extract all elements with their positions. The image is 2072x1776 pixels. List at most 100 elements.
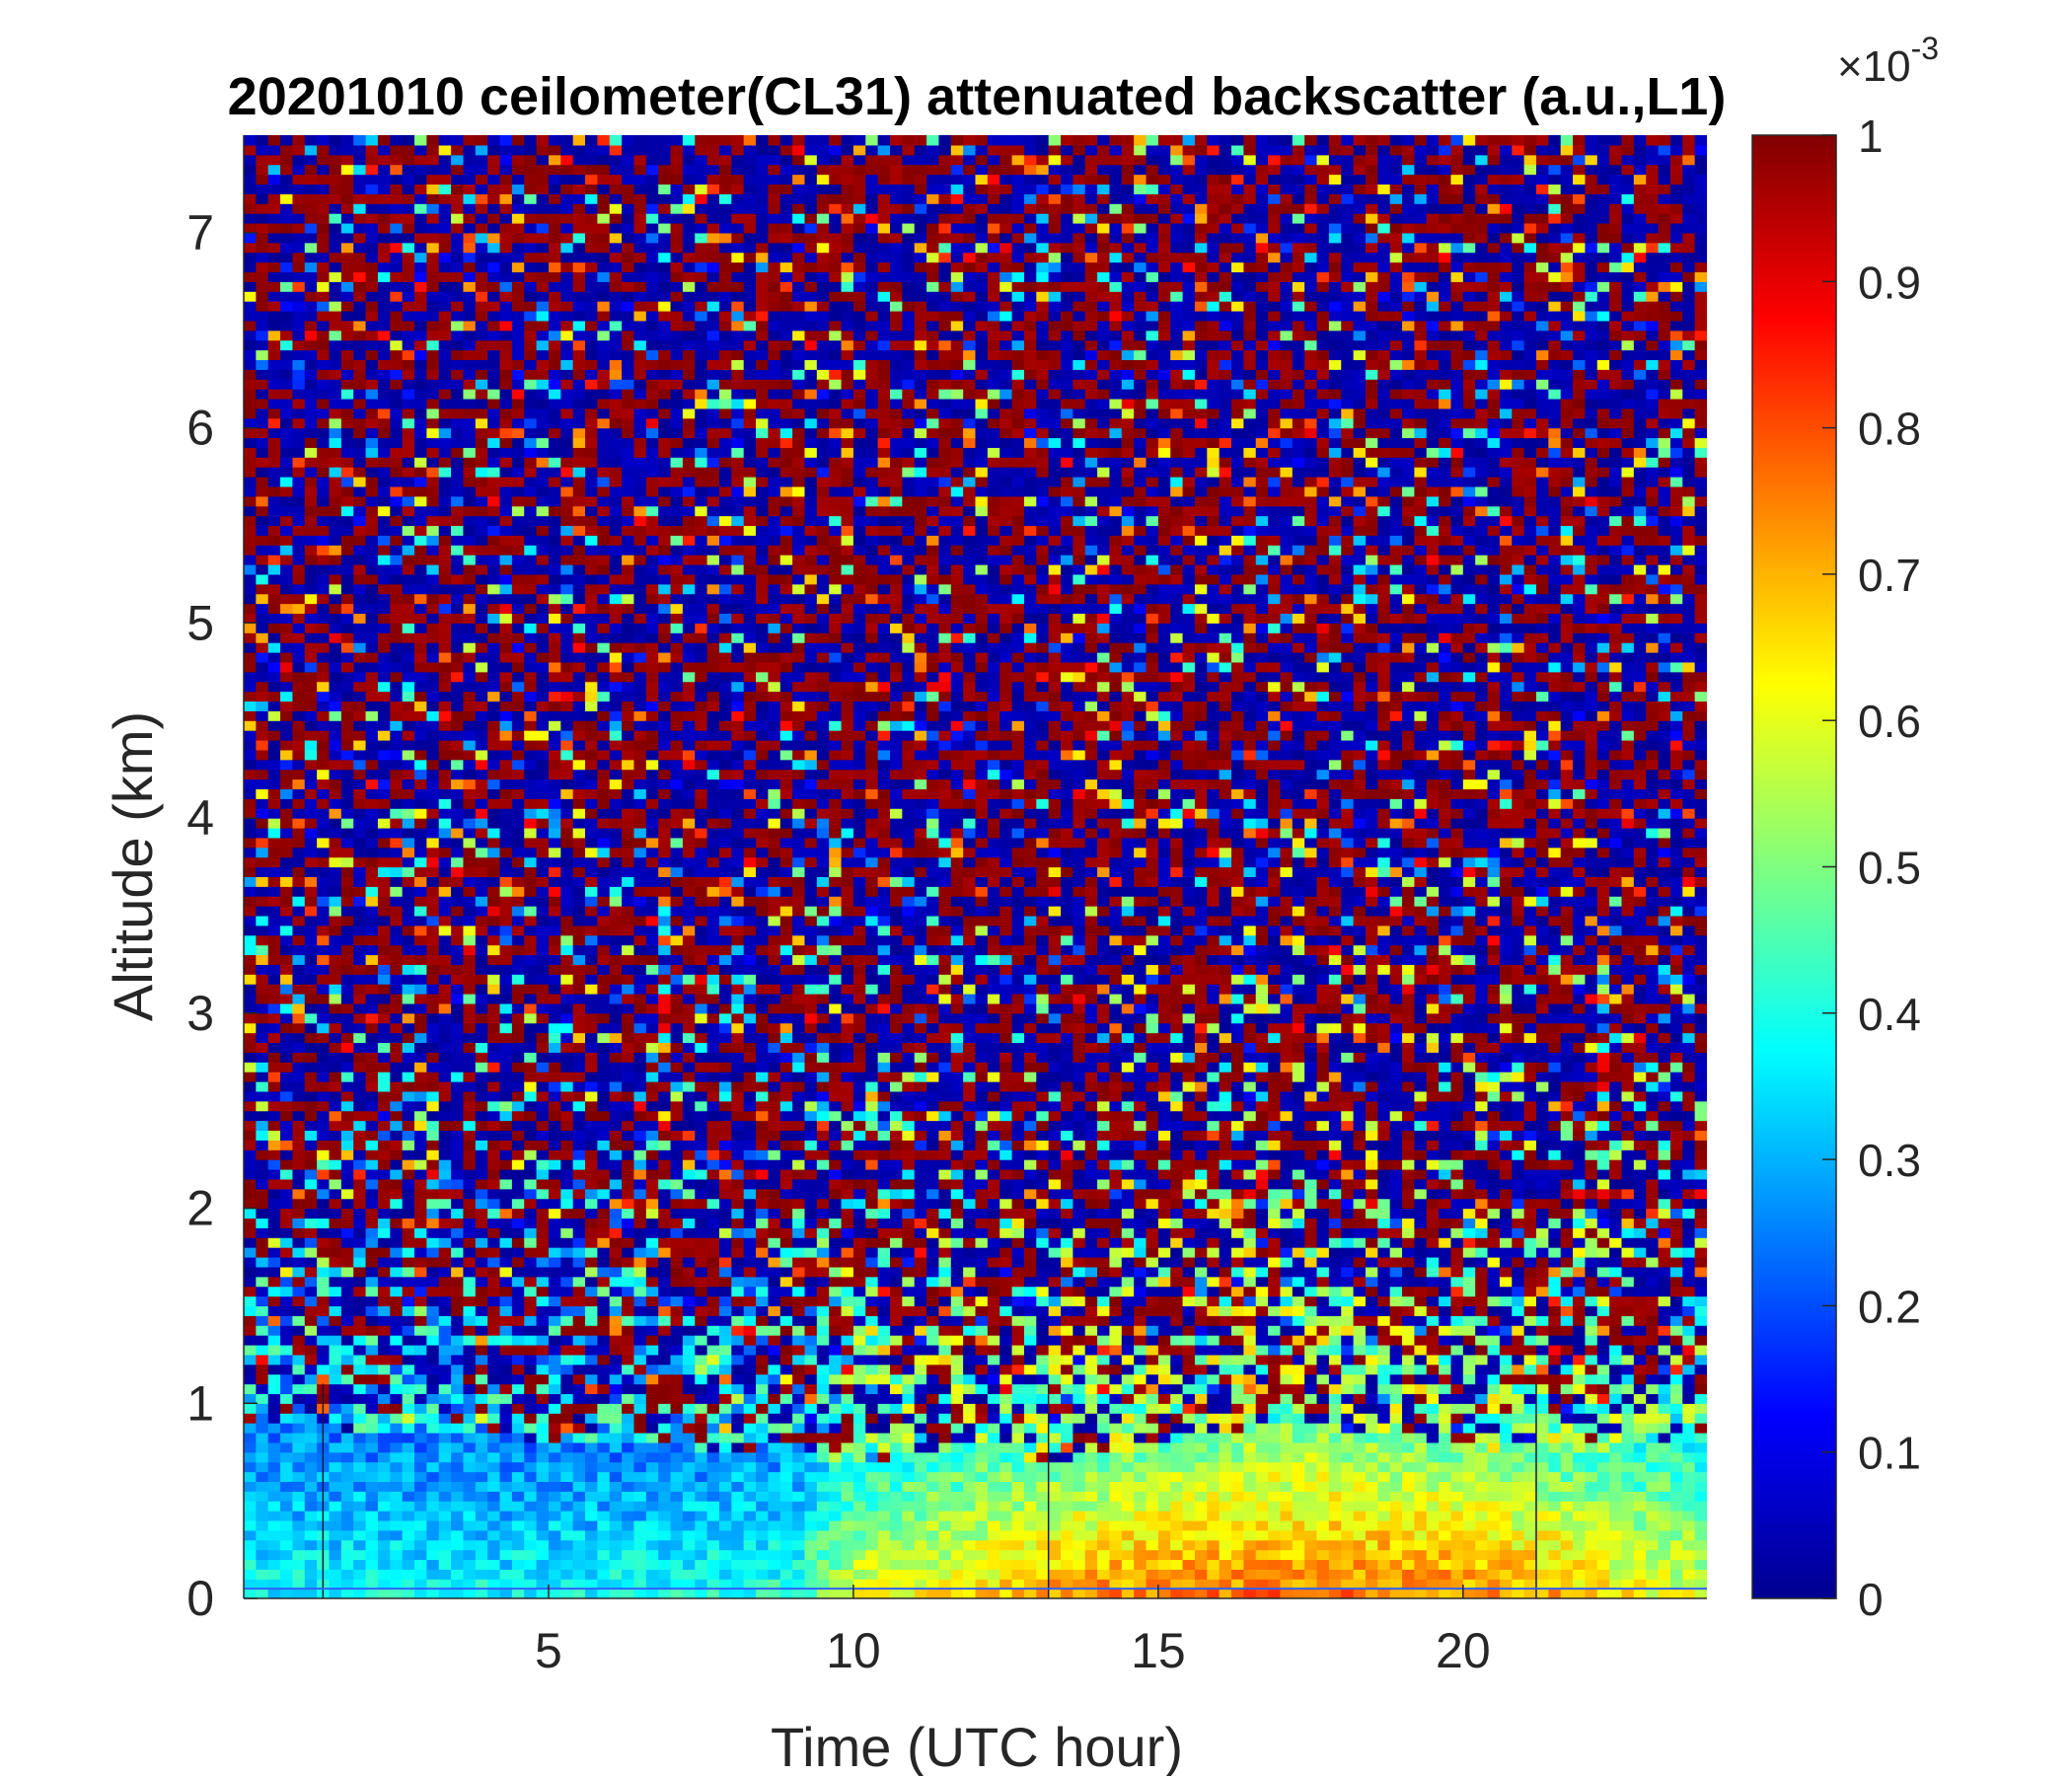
heatmap-cell	[402, 984, 415, 995]
heatmap-cell	[317, 222, 331, 234]
heatmap-cell	[256, 1237, 269, 1248]
heatmap-cell	[572, 964, 586, 975]
heatmap-cell	[633, 749, 647, 761]
heatmap-cell	[256, 437, 269, 448]
heatmap-cell	[511, 213, 525, 224]
heatmap-cell	[304, 866, 318, 877]
heatmap-cell	[511, 1256, 525, 1268]
heatmap-cell	[390, 1451, 404, 1463]
heatmap-cell	[609, 730, 623, 741]
heatmap-cell	[463, 1090, 477, 1102]
heatmap-cell	[426, 389, 440, 400]
heatmap-cell	[475, 1354, 488, 1366]
heatmap-cell	[244, 661, 257, 673]
heatmap-cell	[585, 994, 598, 1004]
heatmap-cell	[340, 1579, 354, 1590]
heatmap-cell	[548, 389, 561, 400]
heatmap-cell	[365, 1081, 379, 1092]
heatmap-cell	[377, 984, 391, 995]
heatmap-cell	[536, 232, 550, 244]
heatmap-cell	[340, 1266, 354, 1278]
heatmap-cell	[292, 671, 306, 683]
heatmap-cell	[390, 193, 404, 204]
heatmap-cell	[524, 671, 538, 683]
heatmap-cell	[377, 535, 391, 546]
heatmap-cell	[524, 203, 538, 214]
heatmap-cell	[475, 1247, 488, 1258]
heatmap-cell	[402, 994, 415, 1004]
heatmap-cell	[622, 1579, 635, 1590]
heatmap-cell	[511, 389, 525, 400]
heatmap-cell	[597, 1442, 611, 1453]
heatmap-cell	[463, 1461, 477, 1473]
heatmap-cell	[353, 827, 367, 839]
heatmap-cell	[292, 1032, 306, 1044]
heatmap-cell	[645, 1481, 659, 1492]
heatmap-cell	[244, 1549, 257, 1561]
heatmap-cell	[622, 1090, 635, 1102]
heatmap-cell	[426, 1208, 440, 1220]
heatmap-cell	[377, 193, 391, 204]
heatmap-cell	[524, 427, 538, 439]
heatmap-cell	[317, 301, 331, 312]
heatmap-cell	[524, 1052, 538, 1063]
heatmap-cell	[572, 379, 586, 390]
heatmap-cell	[585, 798, 598, 809]
heatmap-cell	[511, 154, 525, 166]
heatmap-cell	[244, 1579, 257, 1590]
heatmap-cell	[256, 407, 269, 419]
heatmap-cell	[244, 1481, 257, 1492]
heatmap-cell	[329, 1237, 342, 1248]
heatmap-cell	[390, 1286, 404, 1297]
heatmap-cell	[597, 1403, 611, 1414]
heatmap-cell	[438, 1276, 452, 1288]
heatmap-cell	[572, 1159, 586, 1170]
heatmap-cell	[585, 1383, 598, 1394]
heatmap-cell	[414, 984, 427, 995]
heatmap-cell	[597, 1159, 611, 1170]
heatmap-cell	[426, 193, 440, 204]
heatmap-cell	[609, 1266, 623, 1278]
heatmap-cell	[414, 778, 427, 790]
heatmap-cell	[377, 1090, 391, 1102]
heatmap-cell	[487, 457, 501, 468]
heatmap-cell	[402, 1110, 415, 1122]
heatmap-cell	[463, 525, 477, 536]
heatmap-cell	[633, 661, 647, 673]
heatmap-cell	[524, 515, 538, 527]
heatmap-cell	[353, 1276, 367, 1288]
heatmap-cell	[463, 417, 477, 429]
heatmap-cell	[572, 477, 586, 487]
heatmap-cell	[402, 1432, 415, 1443]
heatmap-cell	[438, 291, 452, 302]
heatmap-cell	[487, 906, 501, 917]
heatmap-cell	[622, 1325, 635, 1336]
heatmap-cell	[487, 925, 501, 936]
heatmap-cell	[304, 808, 318, 819]
heatmap-cell	[487, 359, 501, 370]
heatmap-cell	[377, 1589, 391, 1598]
heatmap-cell	[622, 1451, 635, 1463]
heatmap-cell	[390, 485, 404, 497]
heatmap-cell	[511, 759, 525, 771]
heatmap-cell	[365, 1198, 379, 1210]
heatmap-cell	[585, 847, 598, 858]
heatmap-cell	[414, 1256, 427, 1268]
heatmap-cell	[597, 193, 611, 204]
heatmap-cell	[438, 545, 452, 555]
heatmap-cell	[317, 739, 331, 751]
heatmap-cell	[548, 222, 561, 234]
heatmap-cell	[511, 681, 525, 693]
heatmap-cell	[597, 1423, 611, 1434]
heatmap-cell	[499, 1042, 513, 1053]
heatmap-cell	[304, 701, 318, 711]
heatmap-cell	[292, 174, 306, 185]
heatmap-cell	[499, 691, 513, 703]
heatmap-cell	[597, 1012, 611, 1024]
heatmap-cell	[645, 1208, 659, 1220]
heatmap-cell	[475, 1325, 488, 1336]
heatmap-cell	[438, 1266, 452, 1278]
heatmap-cell	[609, 671, 623, 683]
heatmap-cell	[524, 1159, 538, 1170]
heatmap-cell	[292, 1423, 306, 1434]
